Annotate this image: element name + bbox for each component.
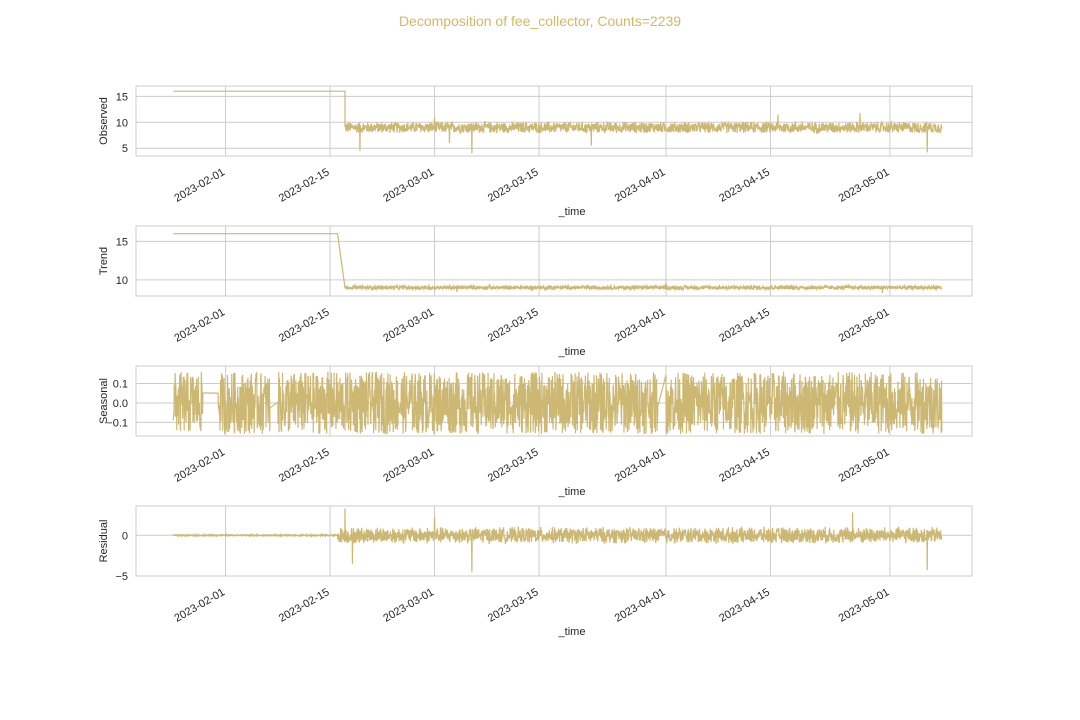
x-tick-label: 2023-03-01	[381, 306, 436, 345]
x-tick-label: 2023-03-15	[486, 306, 541, 345]
x-tick-label: 2023-03-01	[381, 166, 436, 205]
y-axis-label: Trend	[98, 247, 110, 275]
x-tick-label: 2023-05-01	[837, 446, 892, 485]
y-tick-label: 10	[116, 275, 128, 287]
x-tick-label: 2023-04-15	[717, 166, 772, 205]
y-tick-label: −5	[115, 571, 128, 583]
axes-frame	[135, 85, 973, 157]
x-tick-label: 2023-02-01	[172, 586, 227, 625]
series-line	[172, 508, 943, 572]
y-axis-label: Observed	[98, 97, 110, 145]
x-tick-label: 2023-03-15	[486, 586, 541, 625]
x-axis-label: _time	[558, 206, 586, 218]
y-tick-label: 10	[116, 117, 128, 129]
x-axis-label: _time	[558, 626, 586, 638]
x-tick-label: 2023-02-15	[277, 166, 332, 205]
x-tick-label: 2023-04-01	[613, 166, 668, 205]
subplot-residual: −5 0 2023-02-01 2023-02-15 2023-03-01 2023-03…	[98, 505, 973, 638]
y-axis-label: Seasonal	[98, 378, 110, 424]
x-tick-label: 2023-02-15	[277, 306, 332, 345]
x-tick-label: 2023-05-01	[837, 586, 892, 625]
series-line	[173, 90, 943, 154]
subplot-observed: 5 10 15 2023-02-01 2023-02-15 2023-03-01 2023-…	[98, 85, 973, 218]
x-axis-label: _time	[558, 346, 586, 358]
x-tick-label: 2023-02-15	[277, 446, 332, 485]
y-tick-label: 0	[122, 530, 128, 542]
y-axis-label: Residual	[98, 520, 110, 563]
axes-frame	[135, 225, 973, 297]
x-tick-label: 2023-03-15	[486, 446, 541, 485]
x-axis-label: _time	[558, 486, 586, 498]
x-tick-label: 2023-05-01	[837, 306, 892, 345]
y-tick-label: 0.0	[113, 398, 128, 410]
axes-frame	[135, 505, 973, 577]
x-tick-label: 2023-03-01	[381, 446, 436, 485]
x-tick-label: 2023-02-01	[172, 166, 227, 205]
subplot-panels: 5 10 15 2023-02-01 2023-02-15 2023-03-01 2023-…	[98, 85, 973, 638]
x-tick-label: 2023-02-01	[172, 446, 227, 485]
axes-frame	[135, 365, 973, 437]
x-tick-label: 2023-04-15	[717, 586, 772, 625]
figure-title: Decomposition of fee_collector, Counts=2…	[399, 13, 681, 29]
x-tick-label: 2023-04-01	[613, 306, 668, 345]
series-line	[172, 371, 943, 435]
x-tick-label: 2023-04-01	[613, 586, 668, 625]
y-tick-label: 5	[122, 143, 128, 155]
series-line	[173, 233, 943, 293]
y-tick-label: −0.1	[106, 417, 128, 429]
x-tick-label: 2023-02-01	[172, 306, 227, 345]
y-tick-label: 15	[116, 91, 128, 103]
x-tick-label: 2023-04-15	[717, 446, 772, 485]
subplot-seasonal: −0.1 0.0 0.1 2023-02-01 2023-02-15 2023-03-01…	[98, 365, 973, 498]
x-tick-label: 2023-05-01	[837, 166, 892, 205]
x-tick-label: 2023-04-15	[717, 306, 772, 345]
subplot-trend: 10 15 2023-02-01 2023-02-15 2023-03-01 2023-0…	[98, 225, 973, 358]
x-tick-label: 2023-04-01	[613, 446, 668, 485]
x-tick-label: 2023-03-01	[381, 586, 436, 625]
y-tick-label: 15	[116, 236, 128, 248]
x-tick-label: 2023-02-15	[277, 586, 332, 625]
x-tick-label: 2023-03-15	[486, 166, 541, 205]
y-tick-label: 0.1	[113, 379, 128, 391]
